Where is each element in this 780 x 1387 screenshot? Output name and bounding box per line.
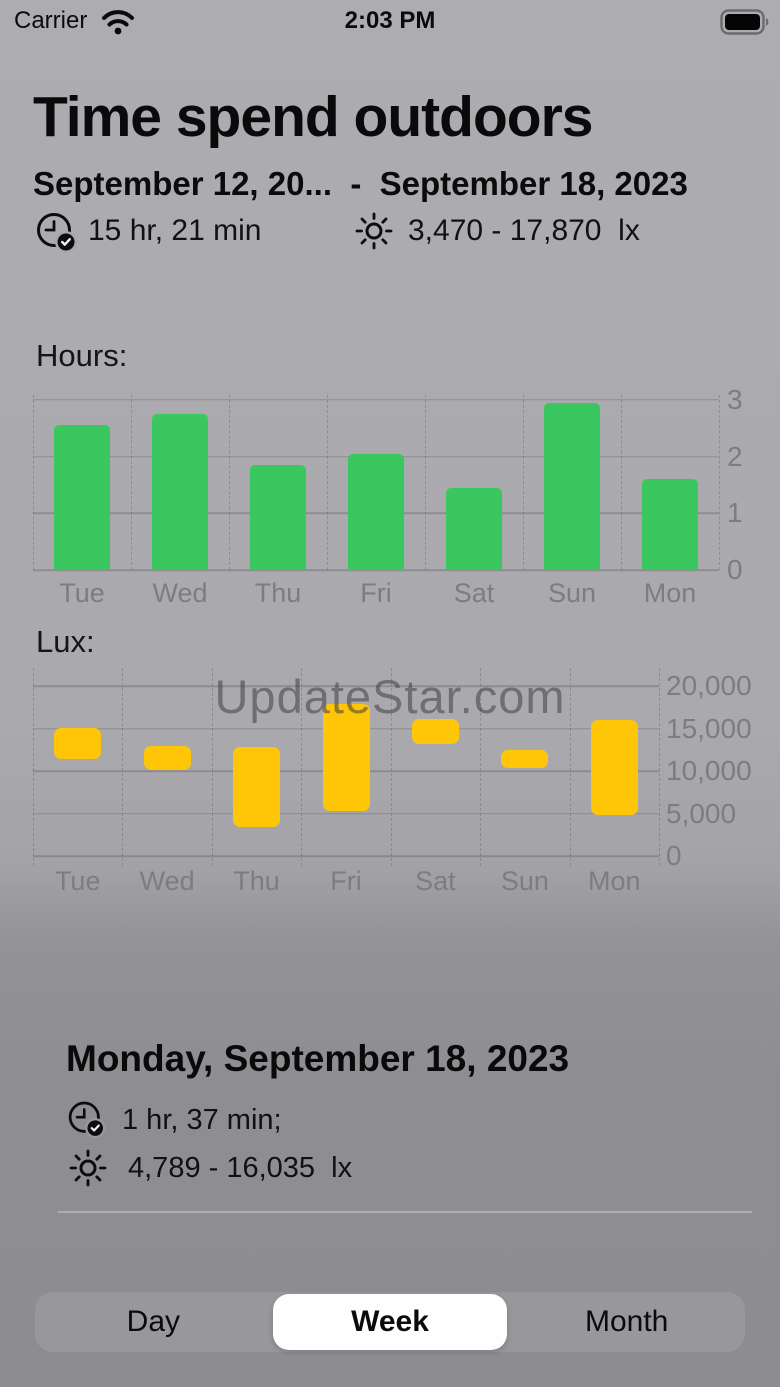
gridline: [33, 668, 34, 866]
gridline: [33, 812, 659, 815]
x-axis-label: Mon: [588, 866, 641, 896]
gridline: [621, 395, 622, 570]
lux-chart: [33, 668, 660, 866]
sun-icon: [66, 1146, 110, 1190]
clock-badge-checkmark-icon: [66, 1098, 108, 1140]
gridline: [327, 395, 328, 570]
bar-thu: [250, 465, 306, 570]
bar-sat: [446, 487, 502, 570]
hours-chart: [33, 395, 720, 571]
lux-x-axis: Tue Wed Thu Fri Sat Sun Mon: [33, 866, 659, 896]
gridline: [33, 855, 659, 857]
period-segmented-control: Day Week Month: [35, 1292, 745, 1352]
y-axis-label: 10,000: [666, 755, 752, 787]
day-duration-value: 1 hr, 37 min;: [122, 1104, 282, 1136]
bar-wed: [143, 746, 191, 771]
bar-sun: [544, 402, 600, 570]
segmented-selection-thumb: [273, 1294, 507, 1350]
hours-y-axis: 0 1 2 3: [727, 384, 767, 585]
x-axis-label: Sat: [415, 866, 456, 896]
x-axis-label: Wed: [152, 578, 208, 608]
clock-badge-checkmark-icon: [34, 209, 80, 255]
hours-x-axis: Tue Wed Thu Fri Sat Sun Mon: [33, 578, 719, 608]
selected-day-heading: Monday, September 18, 2023: [66, 1038, 570, 1079]
gridline: [33, 395, 34, 570]
y-axis-label: 2: [727, 440, 743, 472]
y-axis-label: 15,000: [666, 712, 752, 744]
watermark: UpdateStar.com: [214, 670, 566, 723]
gridline: [211, 668, 213, 866]
tab-month[interactable]: Month: [584, 1305, 669, 1338]
gridline: [131, 395, 132, 570]
x-axis-label: Sun: [547, 578, 597, 608]
x-axis-label: Mon: [643, 578, 697, 608]
bar-tue: [54, 425, 110, 570]
y-axis-label: 5,000: [666, 797, 737, 829]
bar-wed: [152, 414, 208, 570]
carrier-label: Carrier: [14, 7, 88, 34]
gridline: [719, 395, 720, 570]
x-axis-label: Fri: [360, 578, 392, 608]
gridline: [523, 395, 524, 570]
y-axis-label: 1: [727, 497, 743, 529]
page-title: Time spend outdoors: [33, 85, 593, 149]
gridline: [390, 668, 392, 866]
tab-day[interactable]: Day: [126, 1305, 181, 1338]
status-time: 2:03 PM: [344, 7, 436, 34]
wifi-icon: [101, 9, 135, 35]
bar-sat: [411, 719, 459, 745]
gridline: [33, 569, 719, 571]
gridline: [659, 668, 660, 866]
x-axis-label: Tue: [54, 866, 101, 896]
gridline: [569, 668, 571, 866]
x-axis-label: Tue: [59, 578, 105, 608]
hours-chart-title: Hours:: [36, 338, 128, 373]
y-axis-label: 3: [727, 383, 743, 415]
sun-icon: [352, 209, 396, 253]
divider: [58, 1211, 752, 1213]
gridline: [480, 668, 482, 866]
x-axis-label: Wed: [139, 866, 195, 896]
gridline: [425, 395, 426, 570]
bar-tue: [54, 728, 102, 760]
lux-y-axis: 0 5,000 10,000 15,000 20,000: [666, 668, 776, 871]
gridline: [33, 399, 719, 401]
week-lux-range-value: 3,470 - 17,870 lx: [408, 214, 640, 247]
gridline: [122, 668, 124, 866]
gridline: [229, 395, 230, 570]
day-lux-range-value: 4,789 - 16,035 lx: [128, 1152, 353, 1184]
x-axis-label: Fri: [330, 866, 362, 896]
bar-sun: [501, 750, 549, 769]
bar-fri: [348, 453, 404, 570]
x-axis-label: Thu: [254, 578, 302, 608]
x-axis-label: Sat: [453, 578, 495, 608]
lux-chart-title: Lux:: [36, 624, 95, 659]
date-range: September 12, 20... - September 18, 2023: [33, 165, 688, 202]
y-axis-label: 0: [666, 840, 682, 871]
battery-icon: [720, 9, 770, 35]
tab-week[interactable]: Week: [351, 1305, 429, 1338]
y-axis-label: 0: [727, 554, 743, 585]
bar-mon: [590, 720, 638, 816]
gridline: [301, 668, 303, 866]
gridline: [33, 685, 659, 688]
bar-thu: [233, 747, 281, 827]
bar-mon: [642, 479, 698, 570]
week-duration-value: 15 hr, 21 min: [88, 214, 262, 247]
bar-fri: [322, 704, 370, 811]
x-axis-label: Thu: [233, 866, 280, 896]
y-axis-label: 20,000: [666, 670, 752, 702]
x-axis-label: Sun: [500, 866, 549, 896]
